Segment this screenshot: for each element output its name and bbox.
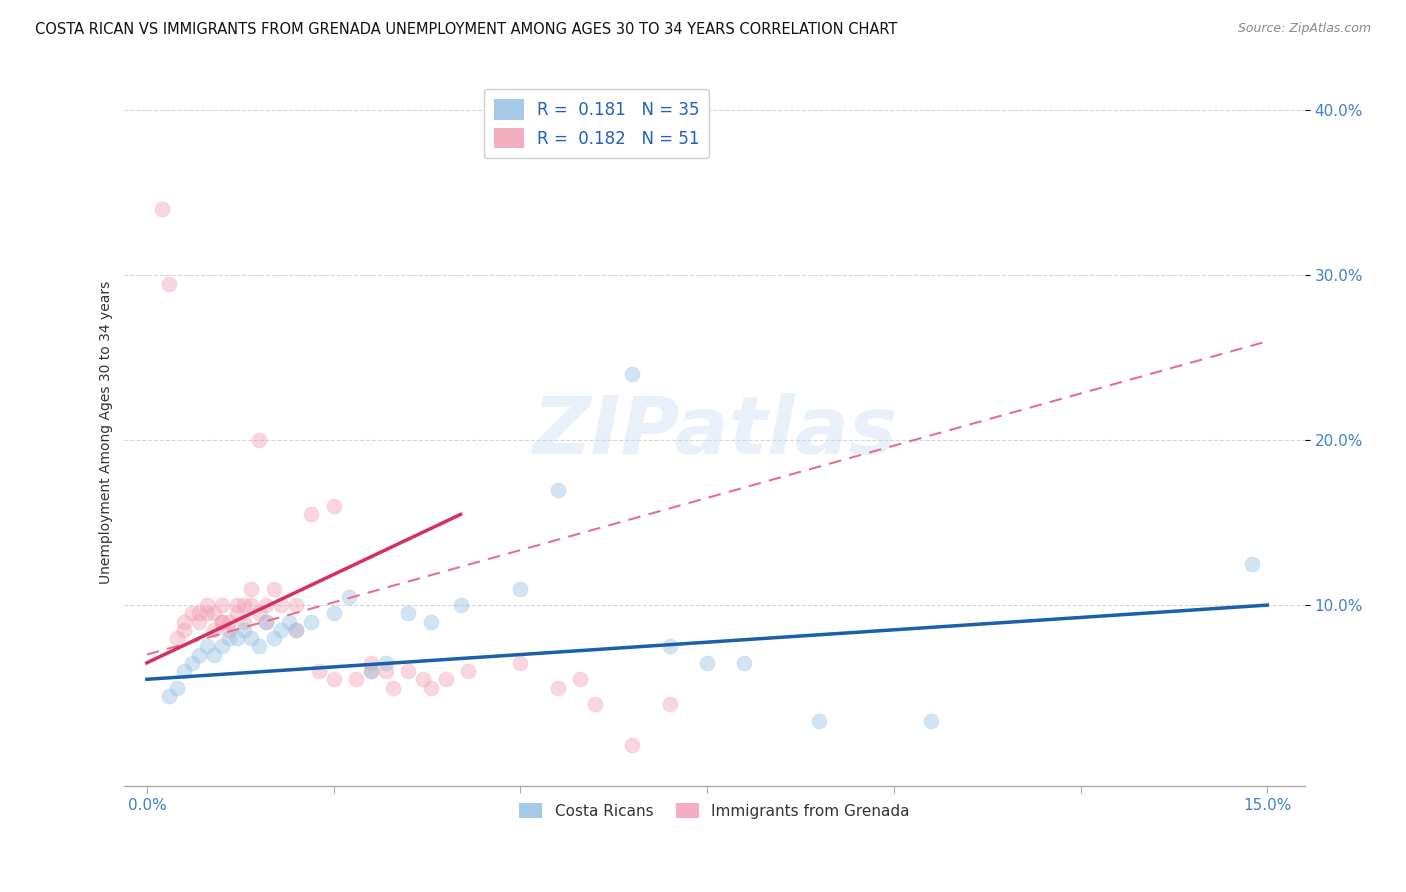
Point: [621, 738, 644, 752]
Point: [382, 681, 405, 695]
Point: [240, 582, 263, 596]
Point: [509, 582, 531, 596]
Point: [1241, 557, 1264, 571]
Point: [374, 656, 396, 670]
Point: [457, 664, 479, 678]
Point: [202, 648, 225, 662]
Point: [337, 590, 360, 604]
Point: [547, 483, 569, 497]
Point: [360, 664, 382, 678]
Point: [211, 598, 233, 612]
Point: [247, 607, 270, 621]
Point: [360, 656, 382, 670]
Point: [547, 681, 569, 695]
Point: [419, 681, 441, 695]
Point: [195, 598, 218, 612]
Point: [434, 673, 457, 687]
Point: [247, 640, 270, 654]
Text: ZIPatlas: ZIPatlas: [531, 393, 897, 471]
Point: [240, 598, 263, 612]
Point: [202, 607, 225, 621]
Point: [254, 615, 277, 629]
Point: [211, 615, 233, 629]
Point: [180, 607, 202, 621]
Point: [569, 673, 592, 687]
Point: [285, 623, 308, 637]
Point: [270, 623, 292, 637]
Point: [263, 631, 285, 645]
Point: [450, 598, 472, 612]
Legend: Costa Ricans, Immigrants from Grenada: Costa Ricans, Immigrants from Grenada: [513, 797, 915, 825]
Point: [254, 615, 277, 629]
Point: [225, 631, 247, 645]
Point: [233, 623, 256, 637]
Point: [299, 615, 322, 629]
Point: [195, 640, 218, 654]
Point: [344, 673, 367, 687]
Point: [240, 631, 263, 645]
Point: [211, 615, 233, 629]
Point: [188, 648, 211, 662]
Point: [202, 623, 225, 637]
Point: [166, 631, 188, 645]
Point: [225, 607, 247, 621]
Point: [180, 656, 202, 670]
Point: [173, 623, 195, 637]
Point: [166, 681, 188, 695]
Point: [285, 623, 308, 637]
Text: Source: ZipAtlas.com: Source: ZipAtlas.com: [1237, 22, 1371, 36]
Point: [233, 615, 256, 629]
Point: [157, 689, 180, 703]
Point: [150, 202, 173, 217]
Point: [195, 607, 218, 621]
Point: [188, 607, 211, 621]
Point: [173, 664, 195, 678]
Point: [396, 664, 419, 678]
Point: [225, 598, 247, 612]
Point: [233, 598, 256, 612]
Point: [285, 598, 308, 612]
Point: [218, 631, 240, 645]
Text: COSTA RICAN VS IMMIGRANTS FROM GRENADA UNEMPLOYMENT AMONG AGES 30 TO 34 YEARS CO: COSTA RICAN VS IMMIGRANTS FROM GRENADA U…: [35, 22, 897, 37]
Point: [173, 615, 195, 629]
Point: [509, 656, 531, 670]
Y-axis label: Unemployment Among Ages 30 to 34 years: Unemployment Among Ages 30 to 34 years: [100, 280, 114, 583]
Point: [733, 656, 755, 670]
Point: [254, 598, 277, 612]
Point: [412, 673, 434, 687]
Point: [299, 508, 322, 522]
Point: [211, 640, 233, 654]
Point: [247, 433, 270, 447]
Point: [277, 615, 299, 629]
Point: [322, 673, 344, 687]
Point: [322, 607, 344, 621]
Point: [157, 277, 180, 291]
Point: [263, 582, 285, 596]
Point: [374, 664, 396, 678]
Point: [696, 656, 718, 670]
Point: [920, 714, 942, 728]
Point: [218, 615, 240, 629]
Point: [808, 714, 831, 728]
Point: [583, 697, 606, 711]
Point: [658, 697, 681, 711]
Point: [308, 664, 330, 678]
Point: [360, 664, 382, 678]
Point: [396, 607, 419, 621]
Point: [322, 499, 344, 513]
Point: [419, 615, 441, 629]
Point: [658, 640, 681, 654]
Point: [621, 368, 644, 382]
Point: [218, 623, 240, 637]
Point: [188, 615, 211, 629]
Point: [270, 598, 292, 612]
